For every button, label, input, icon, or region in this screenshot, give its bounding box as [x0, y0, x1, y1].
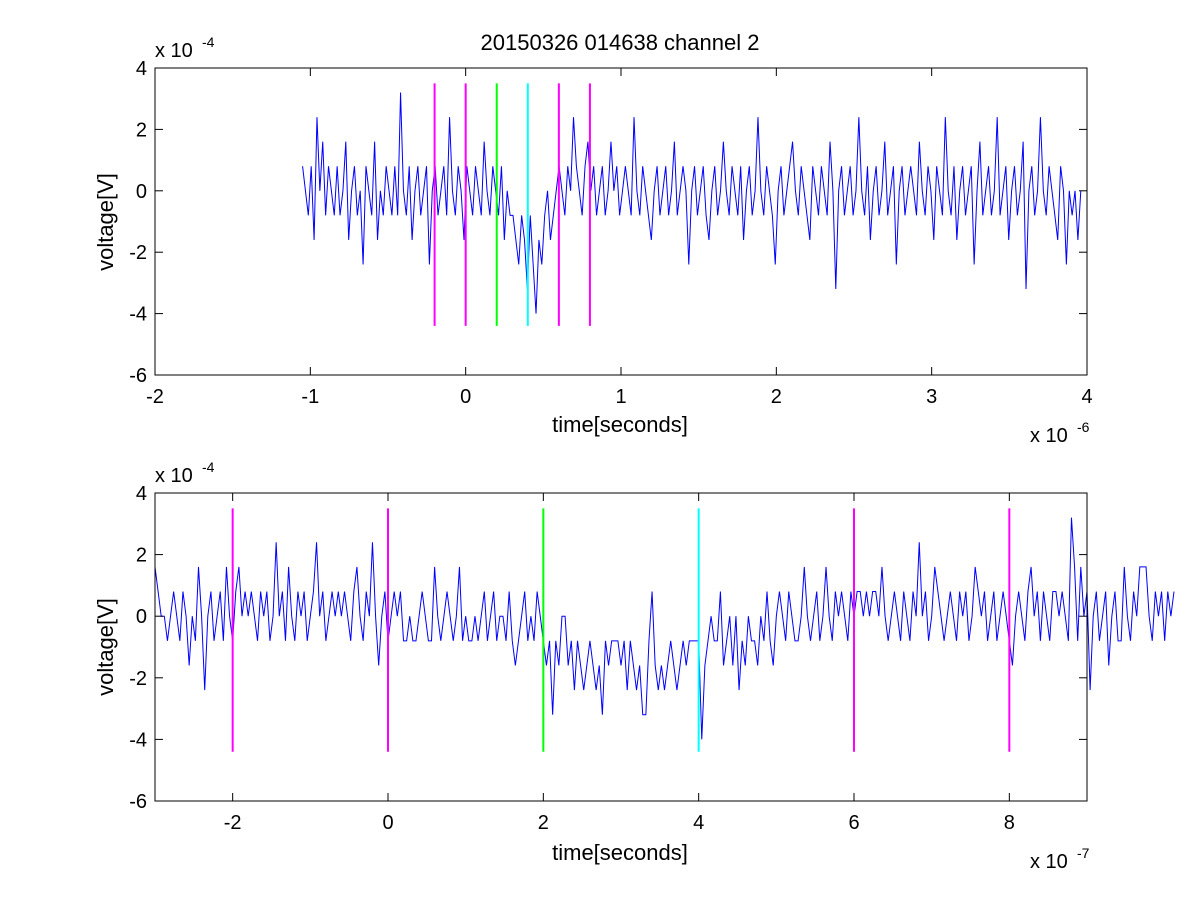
bottom-x-axis-multiplier: x 10 -7	[1030, 845, 1090, 873]
top-x-tick-label: -1	[301, 386, 319, 408]
top-y-multiplier-exponent: -4	[202, 34, 215, 50]
bottom-x-tick-label: 6	[848, 812, 859, 834]
bottom-y-multiplier-exponent: -4	[202, 459, 215, 475]
top-panel: -2 -1 0 1 2 3 4 -6 -4 -2 0 2 4 time[seconds] voltag…	[93, 34, 1093, 447]
bottom-y-axis-multiplier: x 10 -4	[155, 459, 215, 487]
top-x-tick-label: 1	[615, 386, 626, 408]
top-y-multiplier-base: x 10	[155, 40, 193, 62]
top-trace-layer	[302, 92, 1082, 314]
top-x-tick-label: -2	[146, 386, 164, 408]
bottom-voltage-trace-0	[154, 517, 1175, 740]
top-x-tick-label: 0	[460, 386, 471, 408]
top-x-multiplier-exponent: -6	[1077, 419, 1090, 435]
top-y-tick-label: -6	[129, 365, 147, 387]
bottom-y-multiplier-base: x 10	[155, 465, 193, 487]
bottom-plot-frame	[154, 492, 1088, 802]
top-x-tick-label: 3	[926, 386, 937, 408]
bottom-x-multiplier-base: x 10	[1030, 851, 1068, 873]
bottom-x-tick-label: 4	[693, 812, 704, 834]
top-voltage-trace-0	[302, 92, 1082, 314]
figure-title: 20150326 014638 channel 2	[481, 30, 760, 55]
top-x-tick-label: 2	[771, 386, 782, 408]
bottom-y-tick-label: -4	[129, 729, 147, 751]
top-y-tick-label: -2	[129, 242, 147, 264]
bottom-y-tick-label: -6	[129, 791, 147, 813]
bottom-x-multiplier-exponent: -7	[1077, 845, 1090, 861]
top-y-tick-label: -4	[129, 304, 147, 326]
top-x-multiplier-base: x 10	[1030, 425, 1068, 447]
bottom-y-tick-label: 0	[136, 606, 147, 628]
top-y-tick-label: 2	[136, 119, 147, 141]
bottom-marker-layer	[231, 508, 1011, 752]
bottom-x-tick-label: 2	[538, 812, 549, 834]
bottom-x-axis-ticks: -2 0 2 4 6 8	[224, 493, 1015, 834]
top-y-axis-label: voltage[V]	[93, 173, 118, 271]
top-x-axis-multiplier: x 10 -6	[1030, 419, 1090, 447]
top-x-axis-label: time[seconds]	[552, 412, 688, 437]
bottom-y-tick-label: -2	[129, 668, 147, 690]
top-y-tick-label: 4	[136, 58, 147, 80]
top-y-tick-label: 0	[136, 181, 147, 203]
bottom-y-axis-label: voltage[V]	[93, 598, 118, 696]
bottom-panel: -2 0 2 4 6 8 -6 -4 -2 0 2 4 time[seconds] voltage[…	[93, 459, 1175, 873]
top-x-axis-ticks: -2 -1 0 1 2 3 4	[146, 68, 1093, 408]
top-y-axis-ticks: -6 -4 -2 0 2 4	[129, 58, 1087, 387]
bottom-x-tick-label: 0	[382, 812, 393, 834]
bottom-y-axis-ticks: -6 -4 -2 0 2 4	[129, 483, 1087, 813]
bottom-y-tick-label: 4	[136, 483, 147, 505]
bottom-trace-layer	[154, 517, 1175, 740]
top-marker-layer	[433, 83, 591, 326]
bottom-x-tick-label: 8	[1004, 812, 1015, 834]
bottom-x-axis-label: time[seconds]	[552, 840, 688, 865]
bottom-x-tick-label: -2	[224, 812, 242, 834]
top-x-tick-label: 4	[1081, 386, 1092, 408]
bottom-y-tick-label: 2	[136, 545, 147, 567]
top-y-axis-multiplier: x 10 -4	[155, 34, 215, 62]
